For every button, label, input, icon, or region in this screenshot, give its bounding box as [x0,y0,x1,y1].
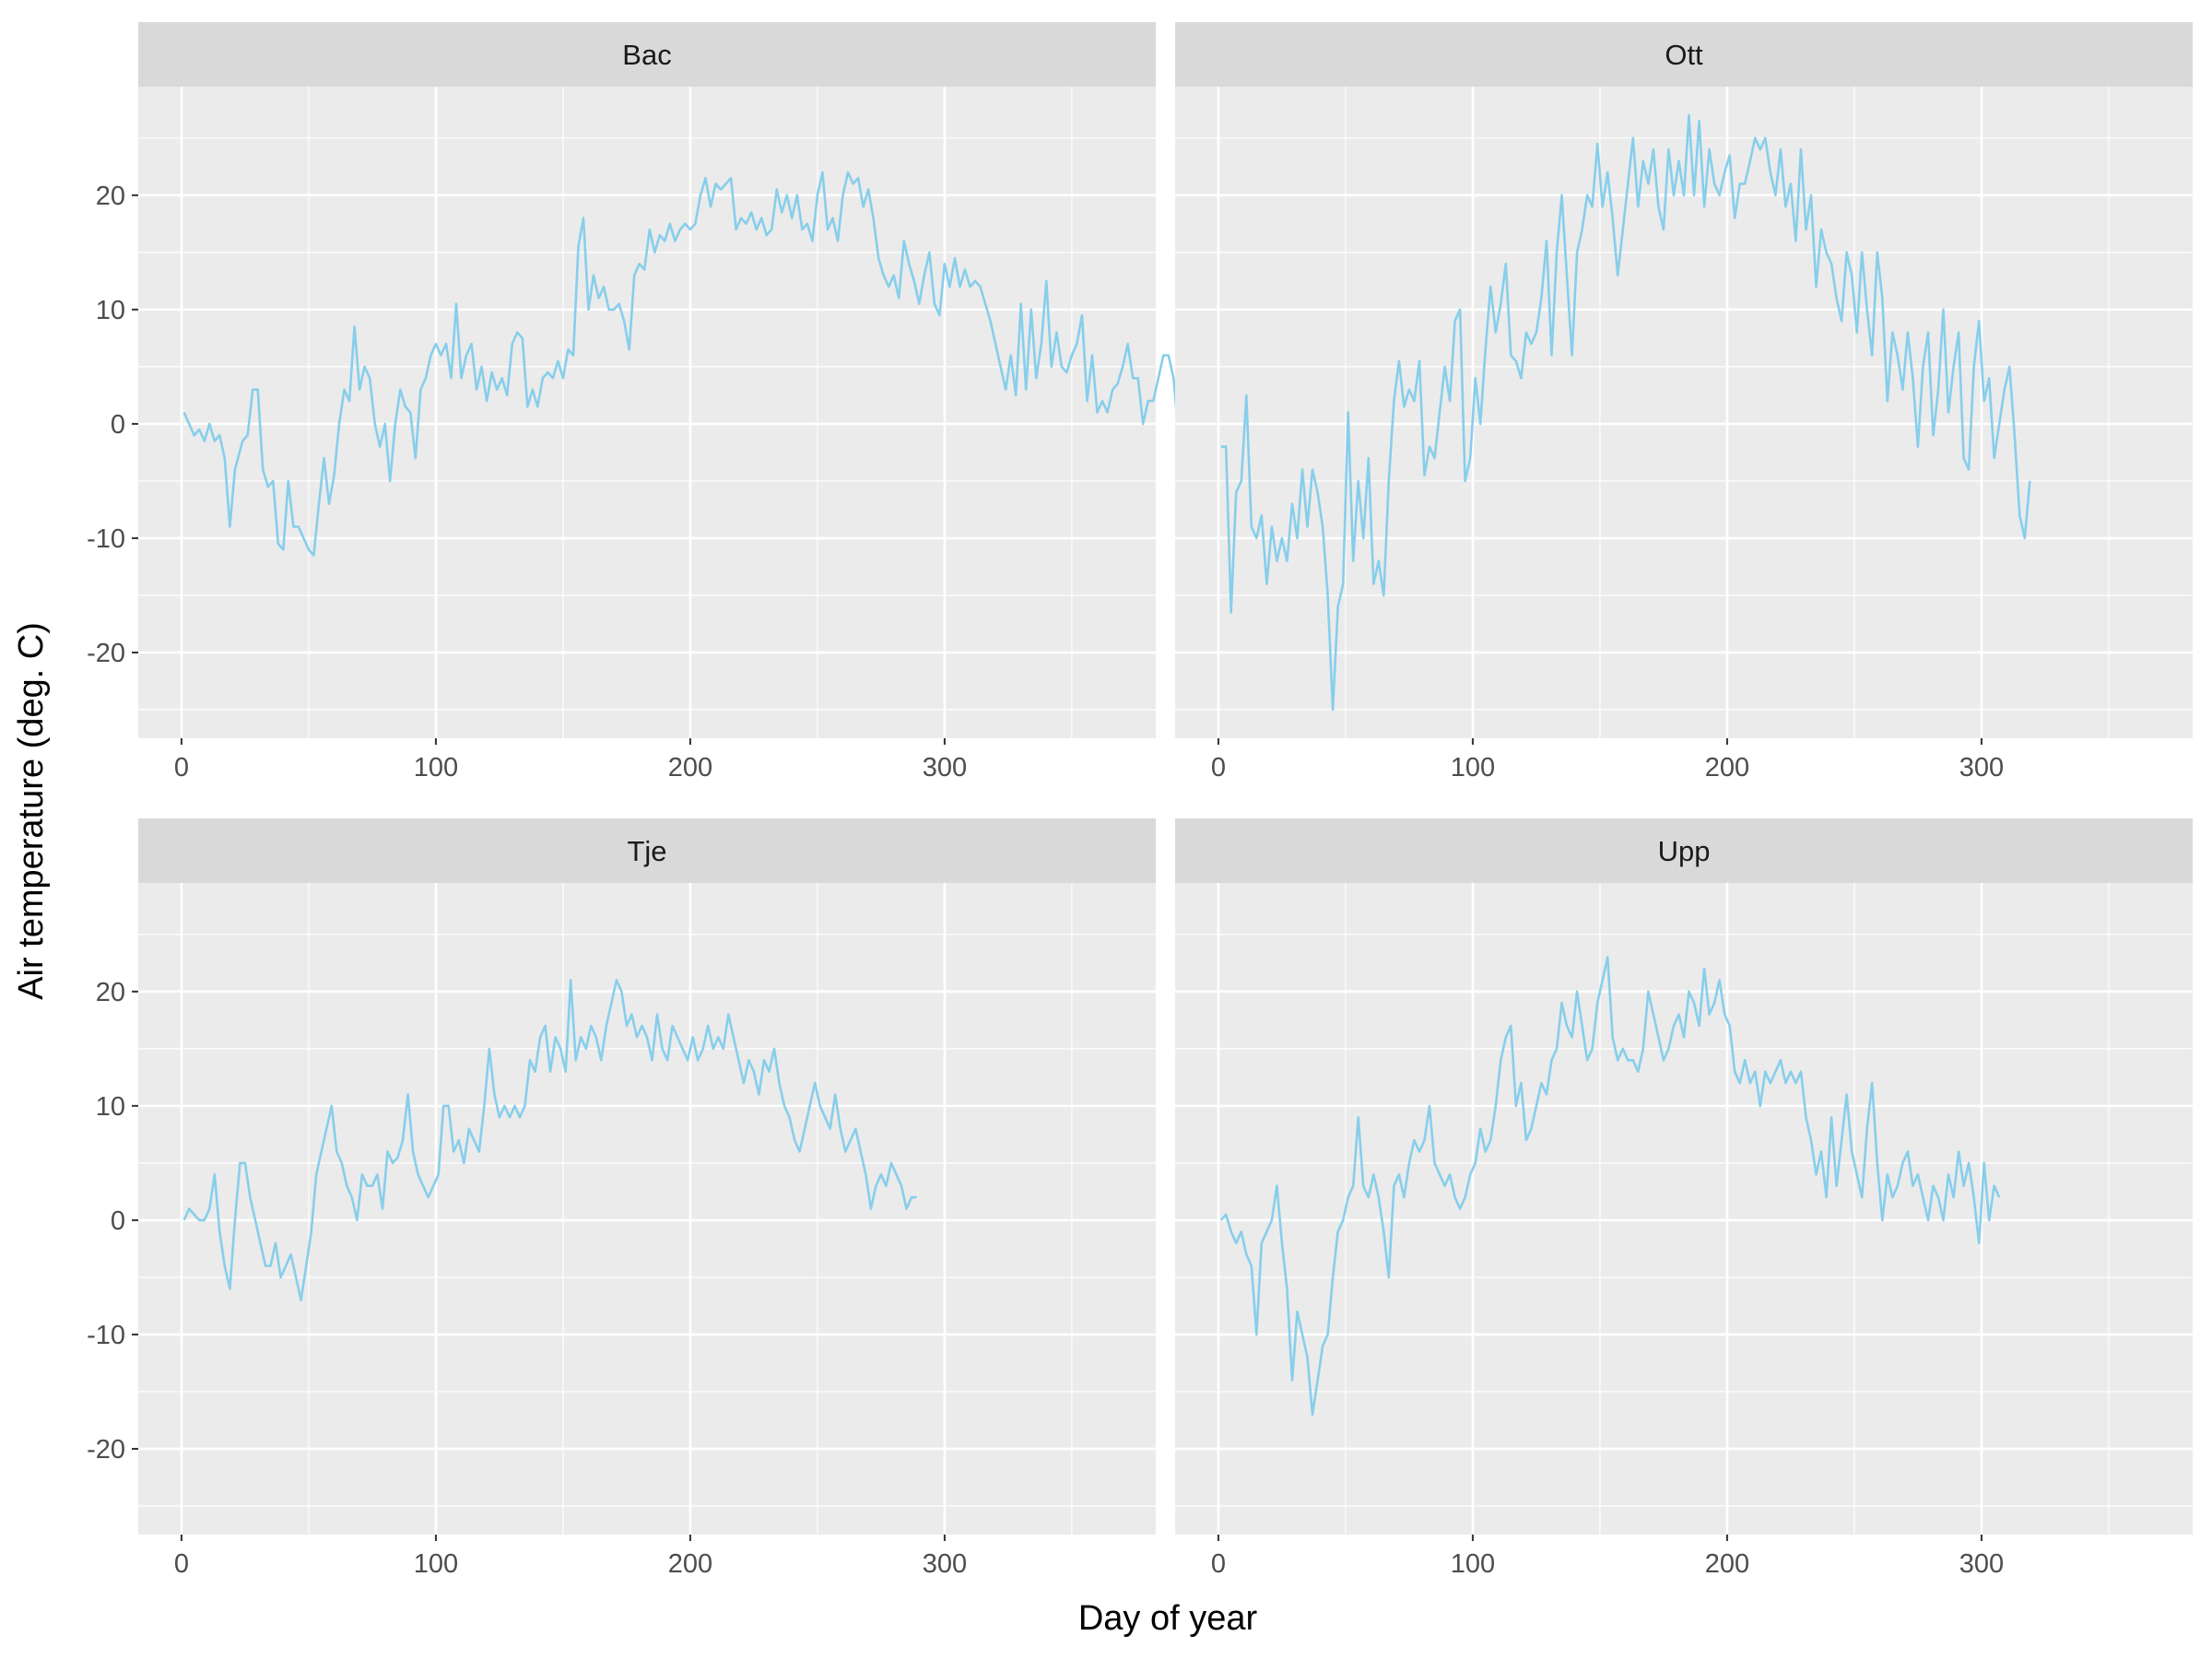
x-tick-label: 0 [174,753,189,782]
x-axis-title: Day of year [1078,1599,1258,1638]
facet-strip-label: Bac [622,39,671,71]
series-line-ott [1220,113,2031,712]
x-tick-label: 300 [923,1549,967,1579]
facet-strip [1175,818,2193,883]
facet-strip-label: Ott [1665,39,1703,71]
y-tick-label: -20 [87,1435,125,1465]
panel-background [138,87,1156,738]
facet-strip-label: Upp [1658,835,1711,867]
panel-background [138,883,1156,1535]
facet-strip-label: Tje [627,835,666,867]
x-tick-label: 200 [1705,1549,1749,1579]
x-tick-label: 0 [1211,1549,1226,1579]
y-tick-label: -20 [87,639,125,668]
y-axis-title: Air temperature (deg. C) [12,622,51,1000]
series-line-upp [1219,956,2001,1417]
facet-strip [1175,22,2193,87]
y-tick-label: 20 [96,182,125,211]
y-tick-label: -10 [87,1321,125,1350]
facet-strip [138,22,1156,87]
y-tick-label: 0 [111,410,125,440]
x-tick-label: 300 [923,753,967,782]
facet-panel-upp: Upp 0 100 200 300 [1175,818,2193,1579]
y-tick-label: 0 [111,1206,125,1236]
x-tick-label: 200 [1705,753,1749,782]
y-tick-label: 10 [96,296,125,325]
x-tick-label: 200 [668,753,712,782]
x-tick-label: 300 [1959,753,2004,782]
x-tick-label: 100 [1451,753,1495,782]
facet-panel-bac: Bac 0 100 200 300 -20 -10 0 10 20 [87,22,1201,782]
facet-strip [138,818,1156,883]
x-tick-label: 200 [668,1549,712,1579]
x-tick-label: 0 [1211,753,1226,782]
y-tick-label: 20 [96,978,125,1007]
y-tick-label: 10 [96,1092,125,1122]
series-line-tje [182,979,917,1301]
x-tick-label: 0 [174,1549,189,1579]
x-tick-label: 300 [1959,1549,2004,1579]
x-tick-label: 100 [414,753,458,782]
facet-panel-tje: Tje 0 100 200 300 -20 -10 0 10 20 [87,818,1156,1579]
facet-panel-ott: Ott 0 100 200 300 [1175,22,2193,782]
panel-background [1175,883,2193,1535]
series-line-bac [182,171,1201,557]
x-tick-label: 100 [1451,1549,1495,1579]
x-tick-label: 100 [414,1549,458,1579]
y-tick-label: -10 [87,524,125,554]
